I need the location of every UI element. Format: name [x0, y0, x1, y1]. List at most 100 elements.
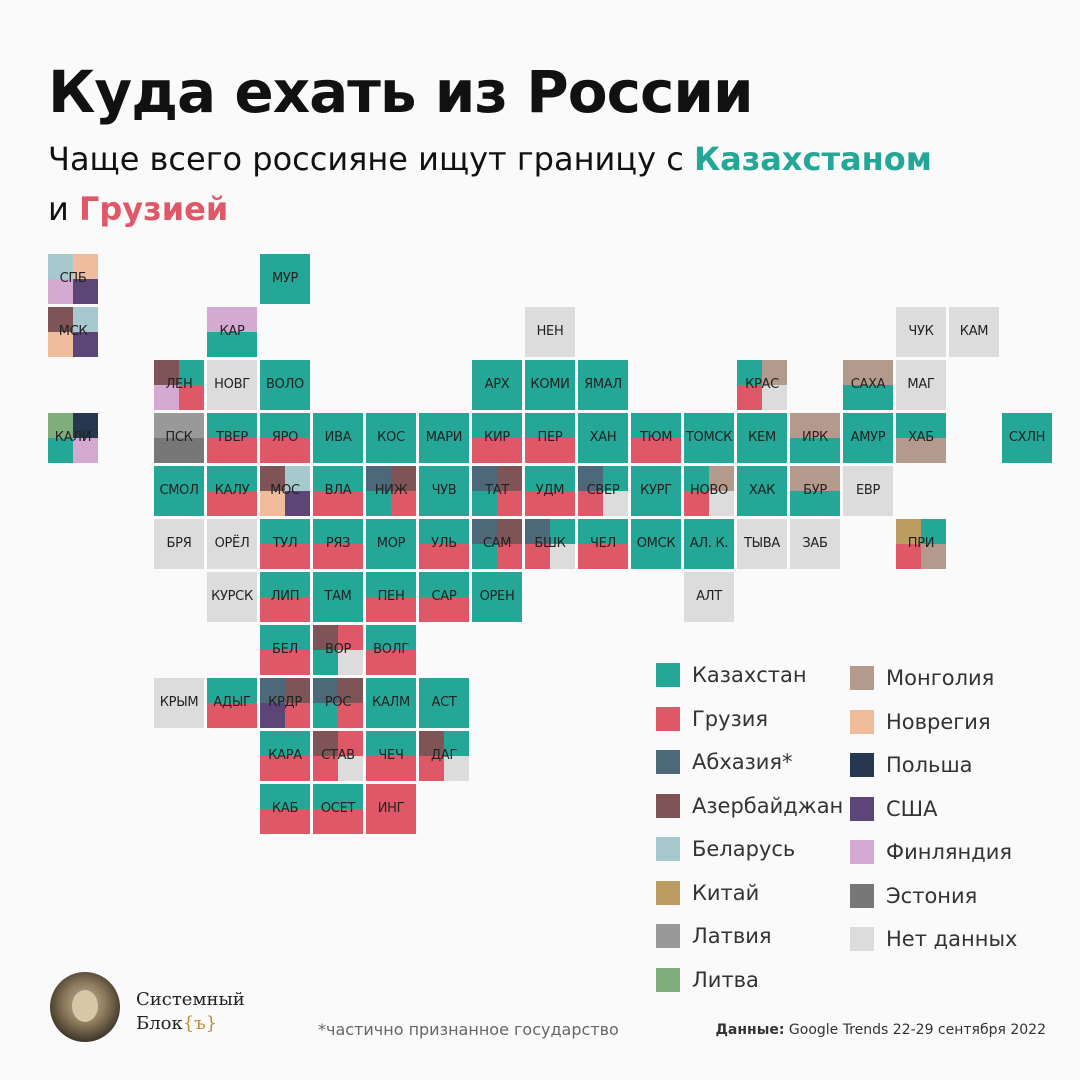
tile-color-part — [790, 466, 840, 491]
region-tile: НЕН — [525, 307, 575, 357]
tile-color-part — [285, 466, 310, 491]
region-label: ВОЛГ — [373, 642, 409, 657]
region-label: ЛИП — [270, 589, 300, 604]
tile-color-part — [338, 650, 363, 675]
region-label: ЕВР — [855, 483, 881, 498]
tile-color-part — [497, 466, 522, 491]
region-label: НОВО — [690, 483, 728, 498]
brand-logo — [50, 972, 120, 1042]
region-tile: МУР — [260, 254, 310, 304]
region-tile: БУР — [790, 466, 840, 516]
tile-color-part — [260, 413, 310, 438]
tile-color-part — [260, 650, 310, 675]
region-tile: ХАН — [578, 413, 628, 463]
region-label: КАМ — [959, 324, 989, 339]
tile-color-part — [207, 438, 257, 463]
region-tile: ТЮМ — [631, 413, 681, 463]
legend-item: Абхазия* — [656, 750, 793, 774]
tile-color-part — [313, 519, 363, 544]
region-tile: ВОР — [313, 625, 363, 675]
region-tile: АМУР — [843, 413, 893, 463]
tile-color-part — [313, 809, 363, 834]
tile-color-part — [154, 466, 204, 516]
region-label: АДЫГ — [213, 695, 251, 710]
tile-color-part — [260, 491, 285, 516]
tile-color-part — [444, 756, 469, 781]
tile-color-part — [790, 491, 840, 516]
tile-color-part — [631, 438, 681, 463]
brand-brace: {ъ} — [182, 1013, 218, 1034]
tile-color-part — [603, 466, 628, 491]
region-label: МСК — [58, 324, 88, 339]
region-tile: АДЫГ — [207, 678, 257, 728]
region-tile: КЕМ — [737, 413, 787, 463]
tile-color-part — [578, 360, 628, 410]
tile-color-part — [313, 466, 363, 491]
legend-swatch — [850, 753, 874, 777]
region-label: АЛ. К. — [689, 536, 729, 551]
tile-color-part — [73, 413, 98, 438]
region-tile: МОР — [366, 519, 416, 569]
legend-swatch — [656, 750, 680, 774]
tile-color-part — [73, 438, 98, 463]
region-label: ОСЕТ — [320, 801, 356, 816]
tile-color-part — [338, 756, 363, 781]
region-label: ЧУВ — [431, 483, 457, 498]
tile-color-part — [366, 597, 416, 622]
region-tile: КОС — [366, 413, 416, 463]
tile-color-part — [48, 254, 73, 279]
tile-color-part — [472, 466, 497, 491]
source-text: Google Trends 22-29 сентября 2022 — [784, 1022, 1046, 1038]
tile-color-part — [338, 703, 363, 728]
tile-color-part — [419, 572, 469, 597]
brand-word: Блок — [136, 1013, 183, 1034]
legend-label: Новрегия — [886, 709, 991, 734]
tile-color-part — [260, 809, 310, 834]
region-tile: САМ — [472, 519, 522, 569]
region-tile: ЧЕЛ — [578, 519, 628, 569]
tile-color-part — [48, 413, 73, 438]
region-tile: САХА — [843, 360, 893, 410]
tile-color-part — [525, 307, 575, 357]
region-label: СПБ — [59, 271, 87, 286]
tile-color-part — [762, 385, 787, 410]
region-tile: МАРИ — [419, 413, 469, 463]
tile-color-part — [896, 438, 946, 463]
region-tile: ЛЕН — [154, 360, 204, 410]
tile-color-part — [603, 491, 628, 516]
tile-color-part — [207, 307, 257, 332]
tile-color-part — [313, 491, 363, 516]
subtitle-text: и — [48, 190, 79, 228]
tile-color-part — [207, 572, 257, 622]
region-label: ВОР — [324, 642, 352, 657]
legend-swatch — [656, 837, 680, 861]
tile-color-part — [843, 385, 893, 410]
region-tile: ЯМАЛ — [578, 360, 628, 410]
region-label: САМ — [482, 536, 512, 551]
legend-item: Нет данных — [850, 927, 1017, 951]
region-label: КАЛУ — [214, 483, 250, 498]
tile-color-part — [285, 703, 310, 728]
region-tile: ТОМСК — [684, 413, 734, 463]
legend-swatch — [850, 883, 874, 908]
region-label: ЧЕЛ — [589, 536, 616, 551]
legend-label: Нет данных — [886, 927, 1018, 951]
tile-color-part — [896, 360, 946, 410]
region-tile: ПРИ — [896, 519, 946, 569]
legend-label: Литва — [692, 967, 759, 992]
region-tile: РОС — [313, 678, 363, 728]
region-tile: ИВА — [313, 413, 363, 463]
tile-color-part — [260, 784, 310, 809]
tile-color-part — [260, 544, 310, 569]
legend-label: Финляндия — [886, 840, 1013, 864]
region-tile: НОВО — [684, 466, 734, 516]
tile-color-part — [949, 307, 999, 357]
region-label: УДМ — [535, 483, 565, 498]
tile-color-part — [419, 597, 469, 622]
tile-color-part — [444, 731, 469, 756]
tile-color-part — [843, 466, 893, 516]
region-label: АМУР — [850, 430, 886, 445]
legend-item: Польша — [850, 753, 973, 777]
region-tile: СПБ — [48, 254, 98, 304]
